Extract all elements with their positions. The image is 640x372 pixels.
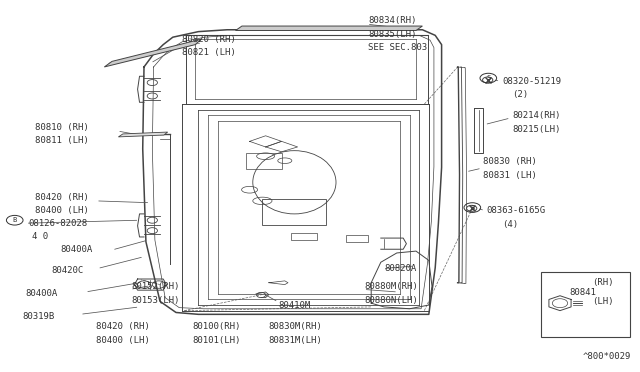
Bar <box>246 153 282 169</box>
Bar <box>291 232 317 240</box>
Text: (LH): (LH) <box>592 297 614 306</box>
Text: 80830 (RH): 80830 (RH) <box>483 157 537 166</box>
Text: 08363-6165G: 08363-6165G <box>486 206 545 215</box>
Text: 80153(LH): 80153(LH) <box>131 296 180 305</box>
Text: 80880N(LH): 80880N(LH) <box>365 296 419 305</box>
Text: 80420 (RH): 80420 (RH) <box>96 322 150 331</box>
Text: 80820A: 80820A <box>384 264 416 273</box>
Text: 80834(RH): 80834(RH) <box>368 16 417 25</box>
Text: (2): (2) <box>512 90 528 99</box>
Text: 80410M: 80410M <box>278 301 310 310</box>
Text: 80821 (LH): 80821 (LH) <box>182 48 236 57</box>
Polygon shape <box>236 26 422 31</box>
Text: 80400 (LH): 80400 (LH) <box>35 206 89 215</box>
Text: 80214(RH): 80214(RH) <box>512 111 561 120</box>
Text: S: S <box>486 75 490 81</box>
Text: B: B <box>13 217 17 223</box>
Text: 4 0: 4 0 <box>32 232 48 241</box>
Text: 80101(LH): 80101(LH) <box>192 336 241 344</box>
Text: 80880M(RH): 80880M(RH) <box>365 282 419 291</box>
Text: 80319B: 80319B <box>22 312 54 321</box>
Text: 80820 (RH): 80820 (RH) <box>182 35 236 44</box>
Text: ^800*0029: ^800*0029 <box>582 352 631 361</box>
Text: 80831 (LH): 80831 (LH) <box>483 171 537 180</box>
Text: 80152(RH): 80152(RH) <box>131 282 180 291</box>
Text: (4): (4) <box>502 220 518 229</box>
Bar <box>262 199 326 225</box>
Text: S: S <box>470 205 474 211</box>
Text: 80835(LH): 80835(LH) <box>368 30 417 39</box>
Text: 80420 (RH): 80420 (RH) <box>35 193 89 202</box>
Bar <box>346 235 368 242</box>
Text: 80841: 80841 <box>570 288 596 296</box>
FancyBboxPatch shape <box>541 272 630 337</box>
Text: 80215(LH): 80215(LH) <box>512 125 561 134</box>
Text: 80420C: 80420C <box>51 266 83 275</box>
Text: 80811 (LH): 80811 (LH) <box>35 137 89 145</box>
Text: 80810 (RH): 80810 (RH) <box>35 123 89 132</box>
Text: 80830M(RH): 80830M(RH) <box>269 322 323 331</box>
Text: 80400A: 80400A <box>26 289 58 298</box>
Polygon shape <box>104 39 202 67</box>
Text: 80100(RH): 80100(RH) <box>192 322 241 331</box>
Text: 80400A: 80400A <box>61 246 93 254</box>
Text: 80831M(LH): 80831M(LH) <box>269 336 323 344</box>
Text: SEE SEC.803: SEE SEC.803 <box>368 44 427 52</box>
Text: 08320-51219: 08320-51219 <box>502 77 561 86</box>
Text: 08126-82028: 08126-82028 <box>29 219 88 228</box>
Text: 80400 (LH): 80400 (LH) <box>96 336 150 344</box>
Text: (RH): (RH) <box>592 278 614 287</box>
Polygon shape <box>118 132 168 137</box>
